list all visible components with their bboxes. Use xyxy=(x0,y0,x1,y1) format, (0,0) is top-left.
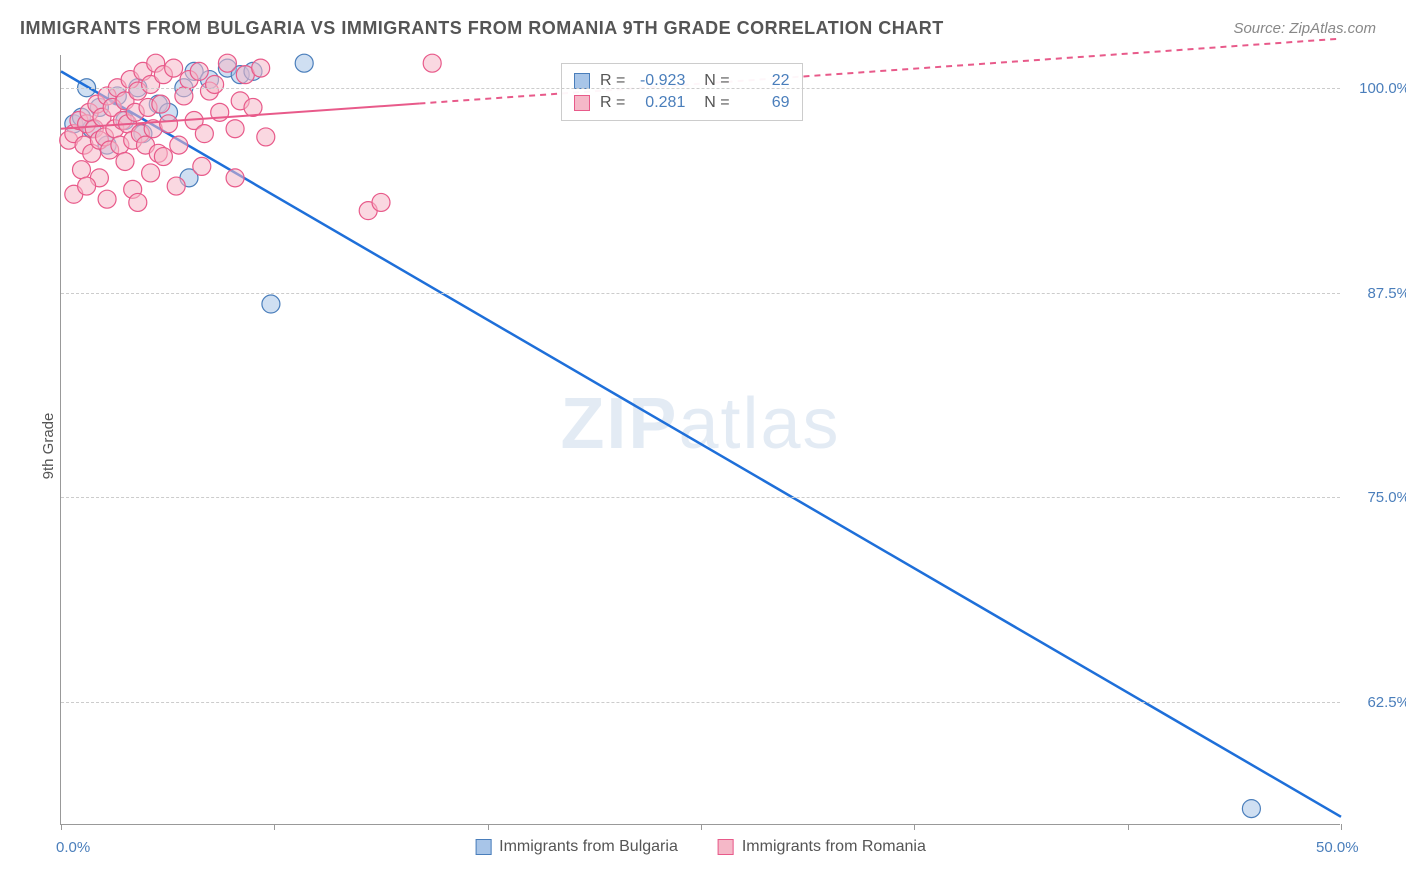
data-point xyxy=(154,148,172,166)
data-point xyxy=(262,295,280,313)
x-tick xyxy=(701,824,702,830)
r-label: R = xyxy=(600,94,625,112)
data-point xyxy=(78,177,96,195)
gridline xyxy=(61,702,1340,703)
data-point xyxy=(226,120,244,138)
data-point xyxy=(142,164,160,182)
trend-line-dashed xyxy=(419,39,1341,104)
data-point xyxy=(218,54,236,72)
data-point xyxy=(170,136,188,154)
legend-label-romania: Immigrants from Romania xyxy=(742,838,926,856)
stats-row-romania: R = 0.281 N = 69 xyxy=(574,92,790,114)
gridline xyxy=(61,293,1340,294)
n-label: N = xyxy=(695,94,729,112)
data-point xyxy=(372,193,390,211)
data-point xyxy=(193,157,211,175)
legend-swatch-bulgaria-icon xyxy=(475,839,491,855)
r-value-romania: 0.281 xyxy=(635,94,685,112)
y-tick-label: 87.5% xyxy=(1367,285,1406,302)
legend-label-bulgaria: Immigrants from Bulgaria xyxy=(499,838,678,856)
swatch-bulgaria-icon xyxy=(574,73,590,89)
n-value-romania: 69 xyxy=(740,94,790,112)
x-tick xyxy=(1341,824,1342,830)
data-point xyxy=(190,62,208,80)
trend-line xyxy=(61,71,1341,816)
data-point xyxy=(72,161,90,179)
x-tick xyxy=(274,824,275,830)
data-point xyxy=(257,128,275,146)
legend-item-romania: Immigrants from Romania xyxy=(718,838,926,856)
data-point xyxy=(206,75,224,93)
data-point xyxy=(116,152,134,170)
data-point xyxy=(423,54,441,72)
data-point xyxy=(152,95,170,113)
data-point xyxy=(175,87,193,105)
x-tick xyxy=(61,824,62,830)
data-point xyxy=(160,115,178,133)
source-attribution: Source: ZipAtlas.com xyxy=(1233,20,1376,37)
data-point xyxy=(1242,800,1260,818)
data-point xyxy=(129,193,147,211)
x-tick xyxy=(1128,824,1129,830)
legend-swatch-romania-icon xyxy=(718,839,734,855)
legend: Immigrants from Bulgaria Immigrants from… xyxy=(475,838,926,856)
gridline xyxy=(61,88,1340,89)
y-tick-label: 62.5% xyxy=(1367,694,1406,711)
x-tick xyxy=(914,824,915,830)
gridline xyxy=(61,497,1340,498)
x-tick xyxy=(488,824,489,830)
data-point xyxy=(195,125,213,143)
data-point xyxy=(252,59,270,77)
chart-title: IMMIGRANTS FROM BULGARIA VS IMMIGRANTS F… xyxy=(20,18,944,39)
legend-item-bulgaria: Immigrants from Bulgaria xyxy=(475,838,678,856)
y-axis-label: 9th Grade xyxy=(40,413,57,480)
y-tick-label: 75.0% xyxy=(1367,489,1406,506)
data-point xyxy=(244,98,262,116)
y-tick-label: 100.0% xyxy=(1359,80,1406,97)
data-point xyxy=(98,190,116,208)
data-point xyxy=(226,169,244,187)
x-tick-label: 0.0% xyxy=(56,839,90,856)
data-point xyxy=(165,59,183,77)
chart-plot-area: ZIPatlas R = -0.923 N = 22 R = 0.281 N =… xyxy=(60,55,1340,825)
x-tick-label: 50.0% xyxy=(1316,839,1359,856)
data-point xyxy=(167,177,185,195)
plot-svg xyxy=(61,55,1340,824)
correlation-stats-box: R = -0.923 N = 22 R = 0.281 N = 69 xyxy=(561,63,803,121)
swatch-romania-icon xyxy=(574,95,590,111)
data-point xyxy=(295,54,313,72)
